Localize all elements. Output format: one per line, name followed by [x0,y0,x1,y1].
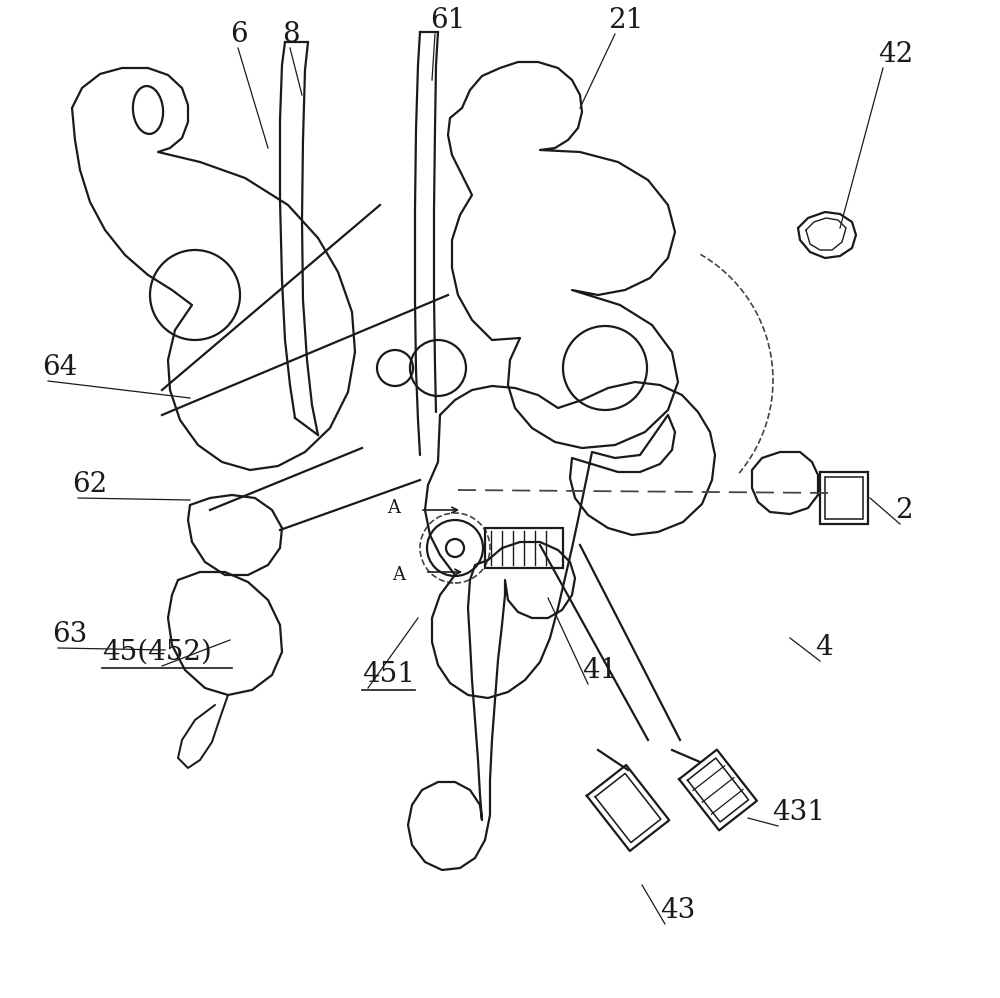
Text: 62: 62 [72,471,107,498]
Text: 451: 451 [362,661,415,688]
Text: 41: 41 [582,657,617,684]
Text: A: A [387,499,400,517]
Text: 431: 431 [772,799,825,826]
Text: 45(452): 45(452) [102,639,212,666]
Bar [825,477,863,519]
Text: A: A [392,566,405,584]
Text: 43: 43 [660,897,695,924]
Text: 4: 4 [815,634,833,661]
Text: 42: 42 [878,41,913,68]
Text: 21: 21 [608,7,643,34]
Text: 8: 8 [282,21,300,48]
Bar [820,472,868,524]
Text: 64: 64 [42,354,77,381]
Text: 61: 61 [430,7,465,34]
Text: 63: 63 [52,621,87,648]
Text: 2: 2 [895,497,913,524]
Bar [485,528,563,568]
Text: 6: 6 [230,21,248,48]
